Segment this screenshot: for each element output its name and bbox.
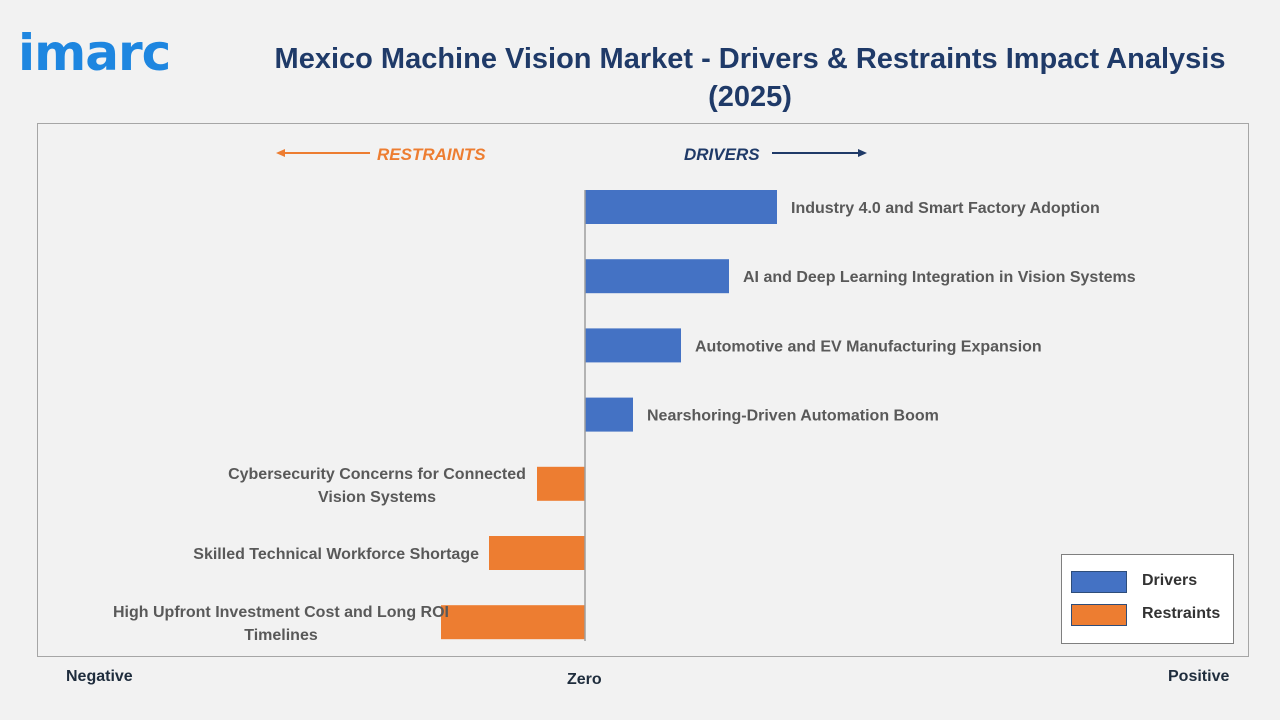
restraints-header: RESTRAINTS <box>377 145 486 164</box>
bar-driver-0 <box>585 190 777 224</box>
legend-swatch-drivers <box>1071 571 1127 593</box>
drivers-arrow-head <box>858 149 867 157</box>
chart-title: Mexico Machine Vision Market - Drivers &… <box>274 43 1226 113</box>
bar-restraint-4 <box>537 466 585 501</box>
legend-label-drivers: Drivers <box>1142 572 1198 589</box>
imarc-logo: imarc <box>18 24 171 82</box>
bar-label-4: Cybersecurity Concerns for Connected Visi… <box>228 466 526 506</box>
axis-zero-label: Zero <box>567 671 602 688</box>
bar-label-2: Automotive and EV Manufacturing Expansio… <box>695 338 1042 355</box>
bar-label-line: High Upfront Investment Cost and Long RO… <box>113 604 449 621</box>
bar-driver-2 <box>585 328 681 363</box>
bar-label-6: High Upfront Investment Cost and Long RO… <box>113 604 449 644</box>
bar-label-0: Industry 4.0 and Smart Factory Adoption <box>791 200 1100 217</box>
bar-driver-3 <box>585 397 633 432</box>
bar-label-3: Nearshoring-Driven Automation Boom <box>647 408 939 425</box>
bar-restraint-5 <box>489 536 585 570</box>
axis-negative-label: Negative <box>66 668 133 685</box>
legend-label-restraints: Restraints <box>1142 605 1221 622</box>
bar-label-1: AI and Deep Learning Integration in Visi… <box>743 269 1136 286</box>
bar-label-5: Skilled Technical Workforce Shortage <box>193 546 479 563</box>
bar-label-line: Timelines <box>244 627 318 644</box>
drivers-header: DRIVERS <box>684 145 760 164</box>
bar-driver-1 <box>585 259 729 294</box>
axis-positive-label: Positive <box>1168 668 1230 685</box>
bar-restraint-6 <box>441 605 585 640</box>
bar-label-line: Cybersecurity Concerns for Connected <box>228 466 526 483</box>
legend: Drivers Restraints <box>1061 554 1234 644</box>
restraints-arrow-head <box>276 149 285 157</box>
legend-swatch-restraints <box>1071 604 1127 626</box>
bar-label-line: Vision Systems <box>318 489 436 506</box>
